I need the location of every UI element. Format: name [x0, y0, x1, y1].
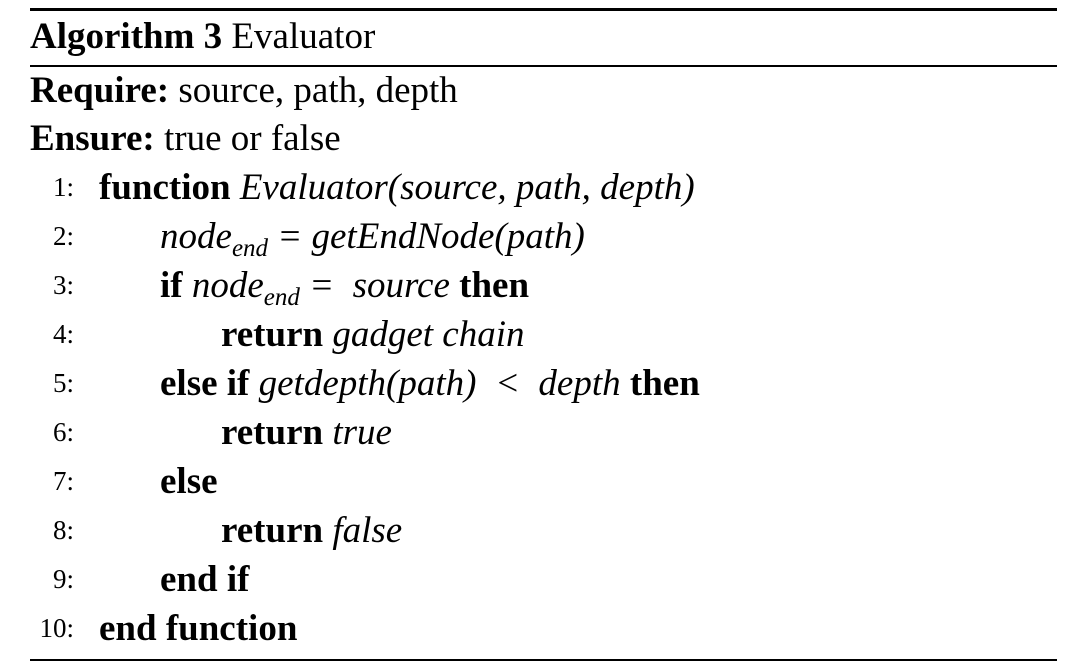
math-expression: true: [332, 412, 392, 453]
algo-line-3: 3: if nodeend = source then: [0, 261, 1084, 311]
algo-line-6: 6: return true: [0, 408, 1084, 457]
require-line: Require: source, path, depth: [0, 66, 1084, 115]
math-expression: false: [332, 510, 403, 551]
keyword: return: [221, 510, 324, 551]
algo-line-5: 5: else if getdepth(path) < depth then: [0, 359, 1084, 408]
algo-line-8: 8: return false: [0, 506, 1084, 555]
keyword: end if: [160, 559, 250, 600]
math-expression: = source: [309, 265, 450, 306]
algo-line-7: 7: else: [0, 457, 1084, 506]
math-expression: gadget chain: [332, 314, 525, 355]
keyword: function: [99, 167, 231, 208]
line-number: 1:: [52, 172, 74, 202]
line-number: 9:: [52, 564, 74, 594]
line-number: 8:: [52, 515, 74, 545]
bottom-rule: [30, 659, 1057, 661]
math-expression: = getEndNode(path): [277, 216, 585, 257]
keyword-then: then: [629, 363, 700, 404]
top-rule: [30, 8, 1057, 11]
line-number: 6:: [52, 417, 74, 447]
caption-rule: [30, 65, 1057, 67]
math-expression: Evaluator(source, path, depth): [239, 167, 695, 208]
algo-line-9: 9: end if: [0, 555, 1084, 604]
variable: node: [191, 265, 264, 306]
algo-line-10: 10: end function: [0, 604, 1084, 653]
ensure-text: true or false: [163, 118, 341, 159]
require-keyword: Require:: [30, 70, 170, 111]
algo-line-2: 2: nodeend = getEndNode(path): [0, 212, 1084, 262]
keyword: if: [160, 265, 183, 306]
math-expression: getdepth(path) < depth: [258, 363, 621, 404]
algorithm-caption: Algorithm 3 Evaluator: [0, 12, 1084, 61]
line-number: 10:: [39, 613, 74, 643]
keyword: return: [221, 314, 324, 355]
line-number: 7:: [52, 466, 74, 496]
line-number: 4:: [52, 319, 74, 349]
subscript: end: [231, 235, 269, 262]
algorithm-title: Evaluator: [231, 16, 376, 57]
variable: node: [160, 216, 232, 257]
algorithm-label: Algorithm 3: [30, 16, 223, 57]
keyword-then: then: [459, 265, 530, 306]
line-number: 3:: [52, 270, 74, 300]
subscript: end: [263, 284, 300, 311]
keyword: else if: [160, 363, 250, 404]
keyword: end function: [99, 608, 298, 649]
algo-line-1: 1: function Evaluator(source, path, dept…: [0, 163, 1084, 212]
keyword: else: [160, 461, 218, 502]
keyword: return: [221, 412, 324, 453]
require-text: source, path, depth: [178, 70, 458, 111]
line-number: 5:: [52, 368, 74, 398]
ensure-line: Ensure: true or false: [0, 114, 1084, 163]
line-number: 2:: [52, 221, 74, 251]
ensure-keyword: Ensure:: [30, 118, 155, 159]
algo-line-4: 4: return gadget chain: [0, 310, 1084, 359]
